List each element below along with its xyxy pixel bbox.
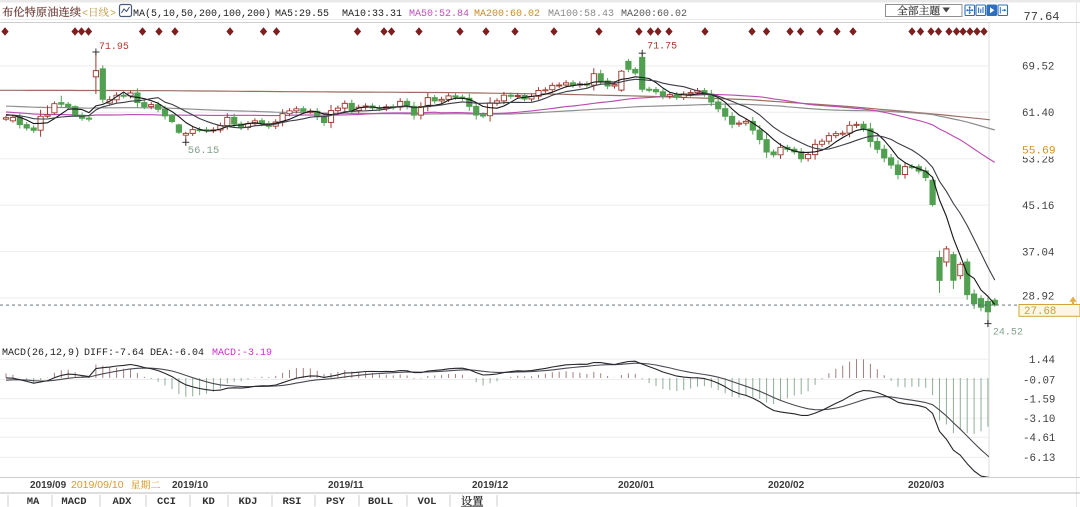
- svg-text:<: <: [82, 9, 88, 20]
- svg-text:2020/03: 2020/03: [908, 480, 945, 491]
- svg-text:2020/02: 2020/02: [768, 480, 805, 491]
- svg-text:-1.59: -1.59: [1023, 394, 1055, 406]
- svg-text:-6.13: -6.13: [1023, 453, 1055, 465]
- svg-text:DEA:-6.04: DEA:-6.04: [150, 348, 204, 359]
- svg-text:MACD(26,12,9): MACD(26,12,9): [2, 347, 80, 359]
- svg-text:2019/10: 2019/10: [172, 480, 209, 491]
- svg-text:RSI: RSI: [283, 496, 302, 507]
- svg-text:MA: MA: [27, 496, 40, 507]
- svg-text:2019/09/10: 2019/09/10: [71, 479, 124, 491]
- svg-text:56.15: 56.15: [188, 145, 220, 157]
- svg-text:MACD: MACD: [61, 496, 86, 507]
- svg-text:1.44: 1.44: [1029, 355, 1055, 367]
- svg-text:MACD:-3.19: MACD:-3.19: [212, 348, 272, 359]
- svg-text:71.75: 71.75: [647, 42, 677, 53]
- svg-text:KDJ: KDJ: [239, 496, 258, 507]
- svg-text:2020/01: 2020/01: [618, 480, 655, 491]
- svg-text:27.68: 27.68: [1024, 306, 1056, 318]
- svg-text:-4.61: -4.61: [1023, 433, 1055, 445]
- svg-text:-0.07: -0.07: [1023, 375, 1055, 387]
- svg-text:53.28: 53.28: [1022, 155, 1054, 167]
- svg-text:MA50:52.84: MA50:52.84: [409, 9, 469, 20]
- svg-text:77.64: 77.64: [1024, 10, 1060, 24]
- svg-text:2019/11: 2019/11: [328, 480, 364, 491]
- svg-text:MA100:58.43: MA100:58.43: [548, 9, 614, 20]
- svg-text:2019/09: 2019/09: [30, 480, 67, 491]
- svg-text:MA200:60.02: MA200:60.02: [474, 9, 540, 20]
- svg-text:61.40: 61.40: [1022, 108, 1054, 120]
- svg-text:2019/12: 2019/12: [472, 480, 509, 491]
- svg-text:DIFF:-7.64: DIFF:-7.64: [84, 348, 144, 359]
- svg-text:37.04: 37.04: [1022, 247, 1054, 259]
- svg-text:28.92: 28.92: [1022, 292, 1054, 304]
- svg-text:BOLL: BOLL: [368, 496, 393, 507]
- svg-text:>: >: [110, 9, 116, 20]
- svg-text:71.95: 71.95: [99, 42, 129, 53]
- svg-text:69.52: 69.52: [1022, 62, 1054, 74]
- svg-text:VOL: VOL: [418, 496, 437, 507]
- svg-text:MA5:29.55: MA5:29.55: [275, 9, 329, 20]
- svg-text:CCI: CCI: [157, 496, 176, 507]
- svg-text:MA10:33.31: MA10:33.31: [342, 9, 402, 20]
- svg-text:24.52: 24.52: [993, 328, 1023, 339]
- svg-text:55.69: 55.69: [1022, 146, 1056, 158]
- svg-text:-3.10: -3.10: [1023, 414, 1055, 426]
- svg-text:45.16: 45.16: [1022, 201, 1054, 213]
- svg-text:ADX: ADX: [113, 496, 133, 507]
- svg-text:MA200:60.02: MA200:60.02: [621, 9, 687, 20]
- svg-text:PSY: PSY: [326, 496, 346, 507]
- svg-text:KD: KD: [202, 496, 215, 507]
- svg-text:MA(5,10,50,200,100,200): MA(5,10,50,200,100,200): [133, 8, 271, 20]
